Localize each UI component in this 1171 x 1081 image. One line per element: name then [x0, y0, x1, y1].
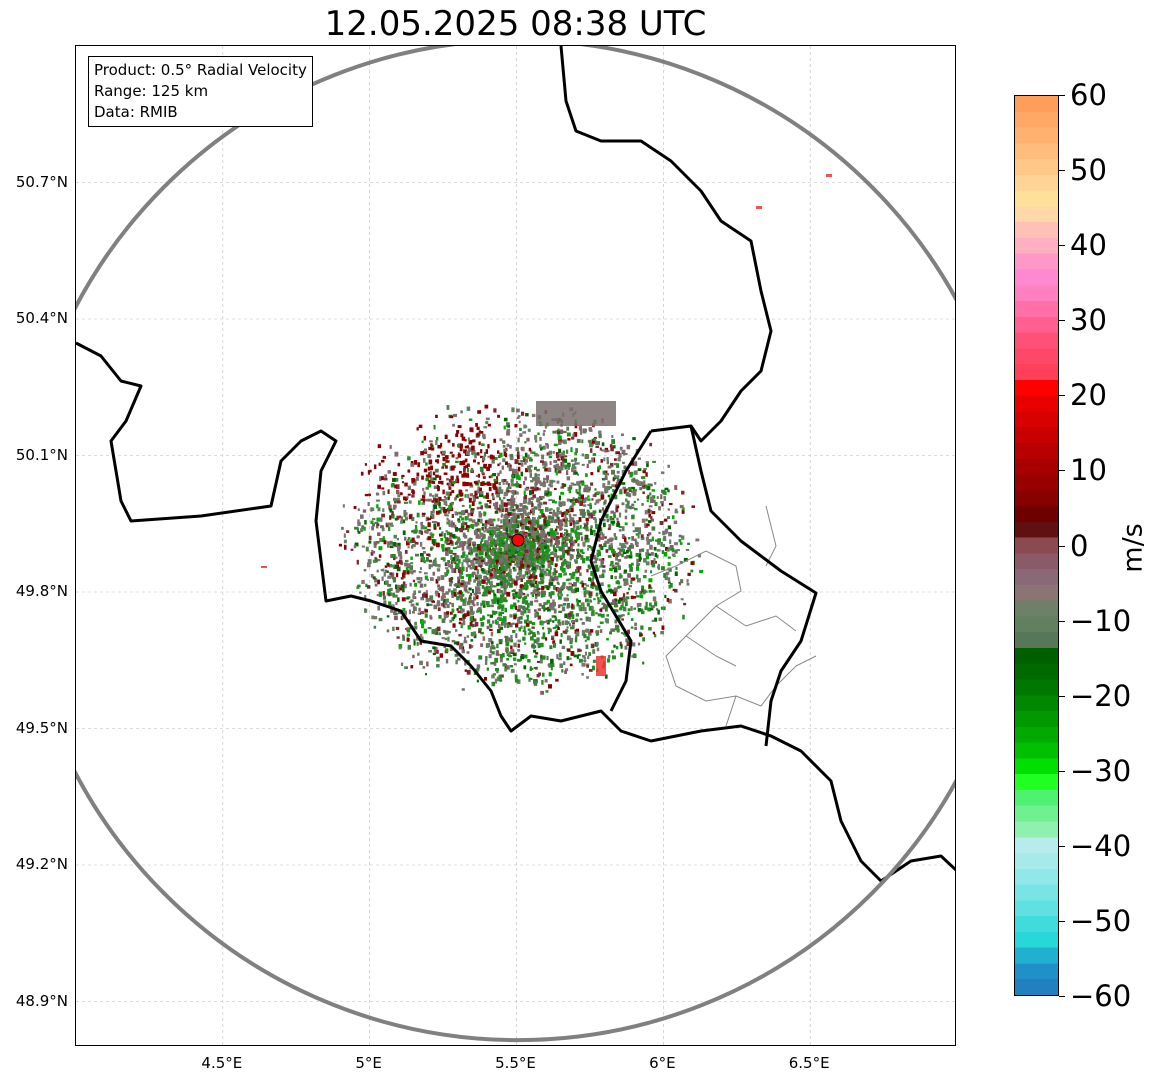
colorbar-tick: −40	[1058, 828, 1132, 863]
colorbar-tick: −60	[1058, 979, 1132, 1013]
country-borders	[76, 46, 955, 883]
x-tick-label: 5°E	[355, 1054, 382, 1072]
y-tick-label: 50.4°N	[15, 309, 68, 327]
colorbar-tick: 50	[1059, 153, 1107, 188]
chart-title: 12.05.2025 08:38 UTC	[324, 4, 707, 44]
colorbar-tick: 60	[1059, 78, 1107, 112]
y-tick-label: 50.7°N	[15, 172, 68, 191]
range-ring	[76, 46, 955, 1042]
info-range: Range: 125 km	[94, 82, 209, 100]
colorbar-tick: 20	[1059, 378, 1107, 413]
info-product: Product: 0.5° Radial Velocity	[94, 61, 307, 79]
y-tick-label: 49.8°N	[15, 582, 68, 600]
x-tick-label: 6°E	[649, 1054, 676, 1072]
province-borders	[650, 505, 817, 727]
y-tick-label: 49.2°N	[15, 855, 68, 873]
info-data: Data: RMIB	[94, 103, 178, 121]
colorbar-tick: −30	[1058, 753, 1132, 788]
colorbar-tick: −20	[1058, 678, 1132, 713]
x-tick-label: 6.5°E	[788, 1054, 830, 1072]
colorbar	[1014, 95, 1059, 996]
radar-map	[75, 45, 956, 1046]
y-tick-label: 48.9°N	[15, 991, 68, 1010]
x-tick-label: 4.5°E	[201, 1054, 243, 1072]
luxembourg-border	[589, 424, 818, 747]
colorbar-tick: 30	[1059, 303, 1107, 338]
y-tick-label: 49.5°N	[15, 718, 68, 737]
colorbar-tick: −50	[1058, 903, 1132, 938]
radar-site-marker	[511, 533, 525, 547]
colorbar-tick: −10	[1058, 603, 1132, 638]
colorbar-label: m/s	[1117, 523, 1149, 573]
belgium-germany-border	[559, 46, 773, 443]
colorbar-tick: 0	[1058, 528, 1089, 563]
info-box: Product: 0.5° Radial Velocity Range: 125…	[88, 56, 313, 127]
colorbar-tick: 40	[1059, 228, 1107, 263]
luxembourg-canton-border	[650, 505, 817, 727]
radar-echoes	[261, 174, 832, 695]
y-tick-label: 50.1°N	[15, 445, 68, 464]
colorbar-tick: 10	[1059, 453, 1107, 488]
belgium-france-border	[76, 341, 955, 883]
map-canvas	[76, 46, 955, 1045]
x-tick-label: 5.5°E	[495, 1054, 536, 1072]
